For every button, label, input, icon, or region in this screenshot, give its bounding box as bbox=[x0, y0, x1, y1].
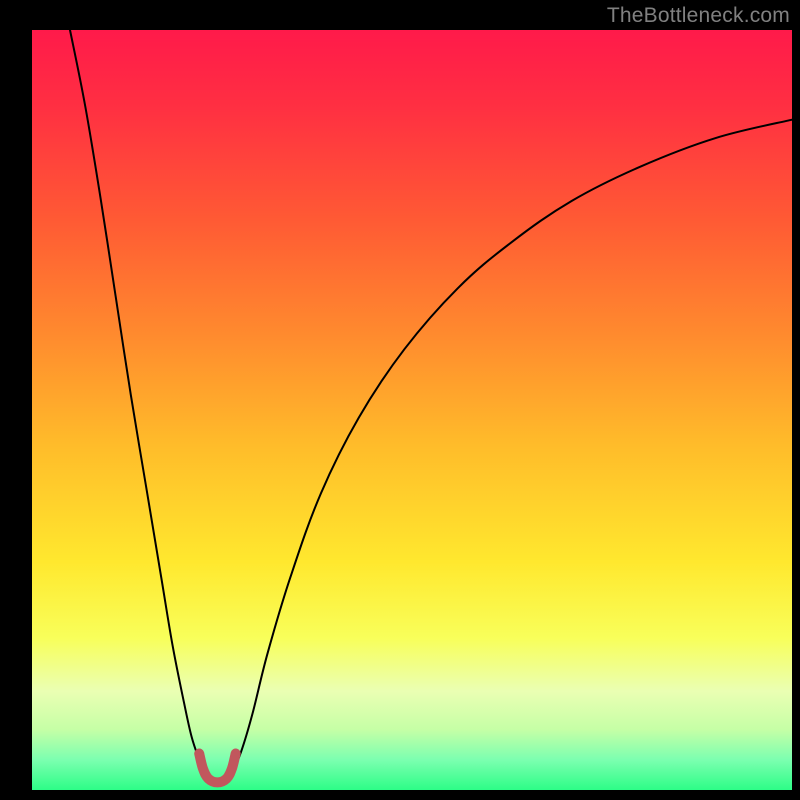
chart-stage: TheBottleneck.com bbox=[0, 0, 800, 800]
watermark-text: TheBottleneck.com bbox=[607, 4, 790, 28]
chart-svg bbox=[0, 0, 800, 800]
plot-area bbox=[32, 30, 792, 790]
